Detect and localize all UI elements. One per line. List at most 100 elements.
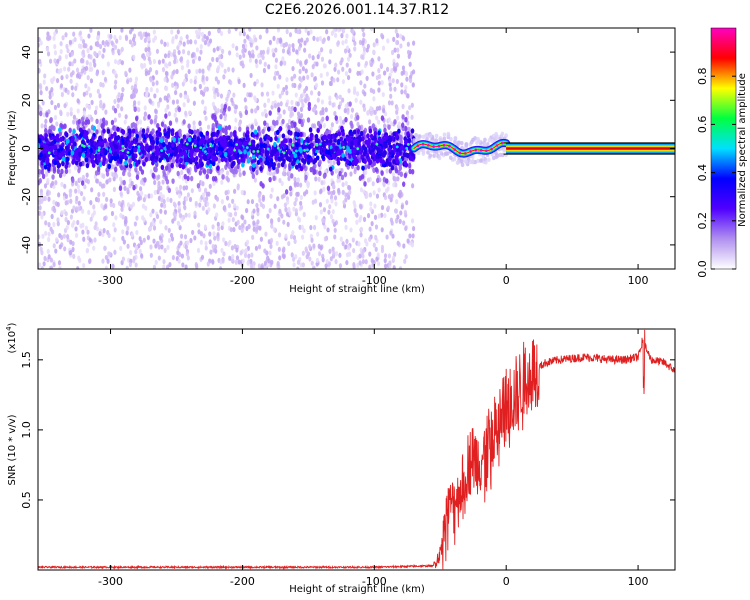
heatmap-cell [196, 182, 201, 189]
heatmap-cell [185, 251, 189, 257]
heatmap-cell [201, 205, 205, 211]
heatmap-cell [174, 89, 178, 96]
heatmap-cell [377, 56, 381, 62]
heatmap-cell [144, 145, 149, 151]
heatmap-cell [226, 93, 230, 99]
heatmap-cell [404, 125, 408, 132]
heatmap-cell [294, 92, 298, 98]
heatmap-cell [399, 33, 403, 39]
heatmap-cell [157, 255, 161, 261]
heatmap-cell [383, 258, 387, 264]
heatmap-cell [145, 127, 150, 134]
heatmap-cell [272, 175, 276, 182]
heatmap-cell [280, 162, 285, 168]
heatmap-cell [103, 76, 108, 82]
heatmap-cell [302, 191, 307, 197]
heatmap-cell [53, 104, 58, 111]
heatmap-cell [98, 162, 103, 168]
heatmap-cell [392, 66, 396, 72]
heatmap-cell [312, 159, 316, 165]
heatmap-cell [44, 132, 49, 139]
heatmap-cell [85, 163, 90, 169]
heatmap-cell [296, 259, 301, 265]
heatmap-cell [408, 61, 412, 67]
heatmap-cell [285, 211, 290, 217]
heatmap-cell [105, 196, 109, 203]
heatmap-cell [406, 142, 410, 146]
heatmap-cell [396, 176, 400, 182]
heatmap-cell [62, 66, 67, 72]
heatmap-cell [175, 158, 179, 164]
heatmap-cell [389, 93, 393, 99]
heatmap-cell [56, 102, 61, 108]
heatmap-cell [120, 206, 124, 212]
heatmap-cell [132, 147, 137, 153]
heatmap-cell [143, 111, 147, 117]
heatmap-cell [166, 104, 170, 110]
heatmap-cell [163, 123, 167, 130]
heatmap-cell [232, 226, 236, 233]
heatmap-cell [40, 211, 44, 217]
heatmap-cell [276, 83, 280, 89]
heatmap-cell [293, 180, 297, 187]
heatmap-cell [201, 181, 205, 187]
heatmap-cell [182, 185, 186, 191]
heatmap-cell [391, 78, 395, 84]
heatmap-cell [297, 45, 301, 52]
heatmap-cell [86, 48, 90, 54]
heatmap-cell [357, 241, 361, 247]
heatmap-cell [396, 115, 400, 121]
heatmap-cell [377, 87, 381, 93]
heatmap-cell [358, 203, 363, 209]
heatmap-cell [77, 255, 81, 261]
heatmap-cell [183, 78, 187, 84]
heatmap-cell [254, 97, 258, 103]
heatmap-cell [389, 121, 394, 127]
heatmap-cell [96, 30, 101, 36]
heatmap-cell [303, 47, 307, 53]
heatmap-cell [380, 115, 385, 121]
heatmap-cell [408, 233, 412, 239]
heatmap-cell [198, 170, 203, 176]
heatmap-cell [89, 45, 93, 51]
heatmap-cell [131, 155, 136, 161]
heatmap-cell [316, 54, 320, 60]
heatmap-cell [393, 86, 397, 92]
heatmap-cell [47, 254, 51, 260]
heatmap-cell [178, 193, 182, 199]
heatmap-cell [143, 37, 147, 43]
heatmap-cell [100, 140, 105, 146]
heatmap-cell [147, 155, 151, 162]
heatmap-cell [250, 124, 254, 130]
heatmap-cell [105, 179, 109, 185]
heatmap-cell [183, 205, 187, 211]
heatmap-cell [322, 186, 326, 192]
heatmap-cell [82, 110, 86, 116]
heatmap-cell [68, 192, 72, 198]
heatmap-cell [113, 155, 117, 162]
heatmap-cell [90, 116, 94, 122]
heatmap-cell [147, 36, 151, 42]
heatmap-cell [322, 122, 326, 129]
heatmap-cell [327, 261, 332, 267]
heatmap-cell [212, 47, 216, 53]
heatmap-cell [345, 159, 350, 165]
heatmap-cell [293, 201, 297, 207]
heatmap-cell [208, 183, 212, 189]
heatmap-cell [178, 184, 183, 190]
heatmap-cell [370, 143, 374, 149]
heatmap-cell [328, 100, 332, 106]
heatmap-cell [54, 155, 58, 161]
heatmap-cell [332, 28, 336, 33]
heatmap-cell [193, 139, 198, 146]
heatmap-cell [237, 78, 241, 85]
heatmap-cell [363, 181, 367, 187]
heatmap-cell [89, 200, 93, 206]
heatmap-cell [104, 204, 108, 210]
heatmap-cell [38, 58, 42, 64]
heatmap-cell [59, 41, 63, 47]
heatmap-cell [157, 127, 162, 133]
heatmap-cell [238, 126, 242, 132]
heatmap-cell [102, 173, 106, 179]
heatmap-cell [199, 126, 203, 132]
